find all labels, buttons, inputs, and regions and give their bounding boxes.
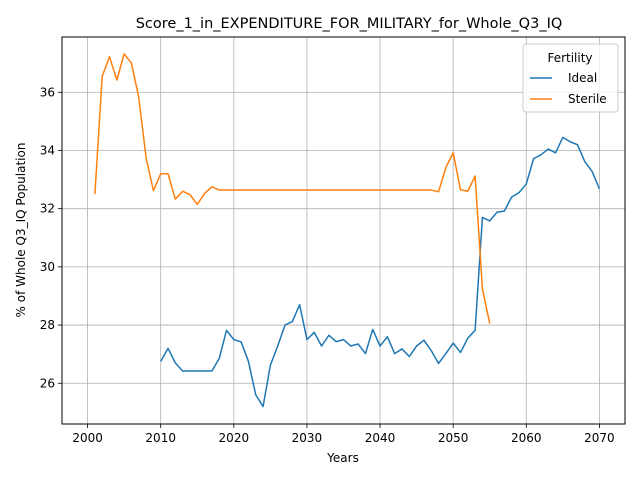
y-tick-label: 30 xyxy=(40,260,55,274)
x-tick-label: 2070 xyxy=(584,431,615,445)
x-tick-label: 2030 xyxy=(292,431,323,445)
legend-label-sterile: Sterile xyxy=(568,92,607,106)
x-axis-label: Years xyxy=(326,451,359,465)
y-tick-label: 26 xyxy=(40,376,55,390)
y-axis-label: % of Whole Q3_IQ Population xyxy=(14,143,28,318)
x-axis-ticks: 2000 2010 2020 2030 2040 2050 2060 2070 xyxy=(72,424,615,445)
x-tick-label: 2000 xyxy=(72,431,103,445)
legend: Fertility Ideal Sterile xyxy=(522,43,619,113)
series-lines xyxy=(94,53,601,408)
x-tick-label: 2010 xyxy=(145,431,176,445)
y-axis-ticks: 26 28 30 32 34 36 xyxy=(40,85,62,390)
chart-title: Score_1_in_EXPENDITURE_FOR_MILITARY_for_… xyxy=(136,16,563,32)
x-tick-label: 2020 xyxy=(219,431,250,445)
y-tick-label: 36 xyxy=(40,85,55,99)
legend-box xyxy=(522,43,619,113)
plot-frame xyxy=(61,36,626,425)
x-tick-label: 2050 xyxy=(438,431,469,445)
series-line-ideal xyxy=(160,136,601,408)
y-tick-label: 28 xyxy=(40,318,55,332)
y-tick-label: 32 xyxy=(40,202,55,216)
series-line-sterile xyxy=(94,53,491,324)
x-tick-label: 2040 xyxy=(365,431,396,445)
y-tick-label: 34 xyxy=(40,143,55,157)
x-tick-label: 2060 xyxy=(511,431,542,445)
legend-label-ideal: Ideal xyxy=(568,71,597,85)
legend-title: Fertility xyxy=(547,51,592,65)
